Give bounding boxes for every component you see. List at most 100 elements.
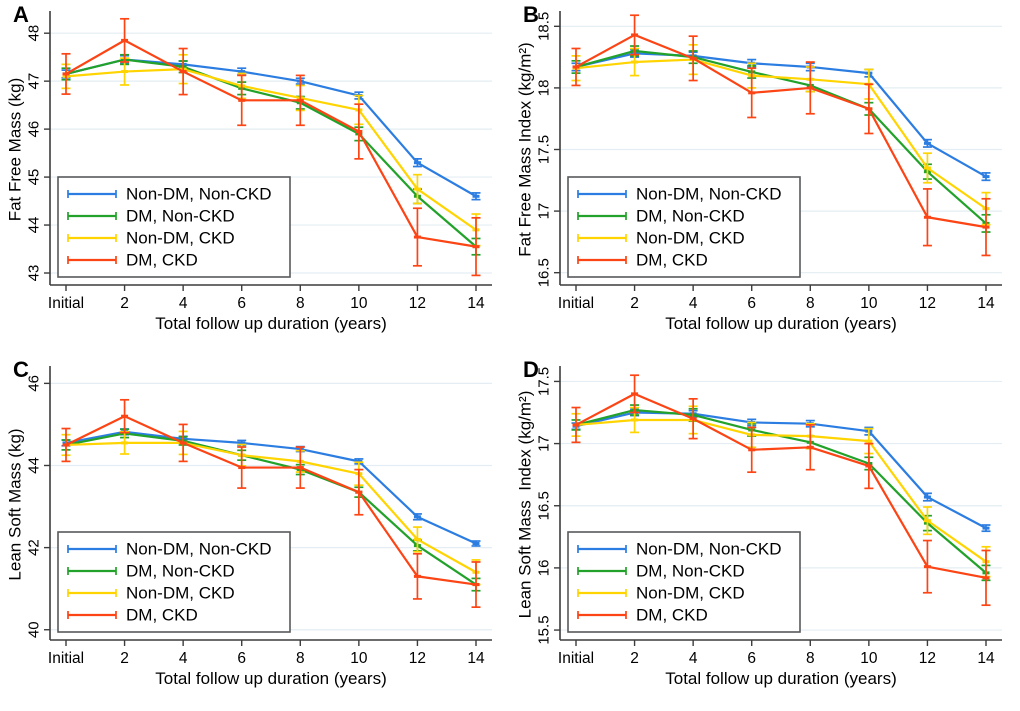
x-tick-label: 2 <box>630 295 639 312</box>
x-tick-label: 12 <box>919 295 936 312</box>
chart-lean-soft-mass-index: 15.5 16 16.5 17 17.5 Initial 2 4 6 8 10 12 14 Total f… <box>516 366 1002 688</box>
x-tick-label: 2 <box>120 650 129 667</box>
legend-label: Non-DM, Non-CKD <box>126 540 271 559</box>
data-point <box>923 565 931 569</box>
data-point <box>121 38 129 42</box>
data-point <box>413 235 421 239</box>
data-point <box>413 515 421 519</box>
series-line <box>64 441 478 574</box>
legend-item-non-dm-ckd: Non-DM, CKD <box>577 584 745 603</box>
data-point <box>923 215 931 219</box>
legend-label: Non-DM, Non-CKD <box>636 540 781 559</box>
data-point <box>413 537 421 541</box>
data-point <box>923 166 931 170</box>
data-point <box>121 70 129 74</box>
x-axis-title: Total follow up duration (years) <box>155 669 387 688</box>
legend-label: DM, Non-CKD <box>636 562 745 581</box>
series-line <box>574 49 988 225</box>
legend: Non-DM, Non-CKD DM, Non-CKD Non-DM, CKD DM,… <box>57 531 291 633</box>
y-tick-label: 48 <box>26 25 43 42</box>
data-point <box>806 445 814 449</box>
legend-label: Non-DM, CKD <box>126 229 235 248</box>
x-axis-title: Total follow up duration (years) <box>665 669 897 688</box>
data-point <box>631 418 639 422</box>
legend-item-non-dm-non-ckd: Non-DM, Non-CKD <box>577 540 781 559</box>
series-line <box>574 411 988 530</box>
legend-item-dm-ckd: DM, CKD <box>577 606 708 625</box>
legend-item-non-dm-non-ckd: Non-DM, Non-CKD <box>577 185 781 204</box>
series-line <box>574 418 988 563</box>
x-tick-label: 14 <box>977 295 995 312</box>
series-line <box>574 58 988 210</box>
panel-B: B 16.5 17 17.5 18 18.5 Initial 2 4 6 8 10 12 14 Total… <box>510 0 1020 355</box>
data-point <box>413 161 421 165</box>
data-point <box>472 583 480 587</box>
legend-item-dm-ckd: DM, CKD <box>577 251 708 270</box>
panel-label-B: B <box>523 2 539 27</box>
y-tick-label: 17.5 <box>536 367 553 396</box>
x-axis-title: Total follow up duration (years) <box>665 314 897 333</box>
legend-label: Non-DM, CKD <box>126 584 235 603</box>
series-dm-ckd <box>571 374 991 607</box>
y-tick-label: 16.5 <box>536 258 553 287</box>
x-tick-label: 10 <box>350 650 368 667</box>
x-tick-label: 14 <box>977 650 995 667</box>
data-point <box>806 86 814 90</box>
y-tick-label: 17.5 <box>536 135 553 164</box>
series-line <box>64 58 478 248</box>
legend-label: DM, CKD <box>126 606 198 625</box>
legend-item-dm-non-ckd: DM, Non-CKD <box>67 207 235 226</box>
x-tick-label: 4 <box>689 295 698 312</box>
data-point <box>238 98 246 102</box>
legend-label: Non-DM, CKD <box>636 584 745 603</box>
y-axis-title: Fat Free Mass (kg) <box>6 78 25 222</box>
legend: Non-DM, Non-CKD DM, Non-CKD Non-DM, CKD DM,… <box>567 176 801 278</box>
x-axis-title: Total follow up duration (years) <box>155 314 387 333</box>
x-tick-label: 8 <box>296 650 305 667</box>
data-point <box>865 439 873 443</box>
x-tick-label: Initial <box>48 295 84 312</box>
x-tick-label: Initial <box>48 650 84 667</box>
chart-fat-free-mass-index: 16.5 17 17.5 18 18.5 Initial 2 4 6 8 10 12 14 Total f… <box>516 11 1002 333</box>
data-point <box>865 464 873 468</box>
x-tick-label: 8 <box>806 295 815 312</box>
x-tick-label: 12 <box>919 650 936 667</box>
x-tick-label: 10 <box>860 295 878 312</box>
data-point <box>238 466 246 470</box>
data-point <box>572 65 580 69</box>
data-point <box>179 441 187 445</box>
legend-item-non-dm-non-ckd: Non-DM, Non-CKD <box>67 185 271 204</box>
y-tick-label: 42 <box>26 539 43 556</box>
data-point <box>689 417 697 421</box>
legend-label: DM, Non-CKD <box>126 207 235 226</box>
data-point <box>296 98 304 102</box>
series-line <box>64 68 478 231</box>
legend-item-dm-ckd: DM, CKD <box>67 606 198 625</box>
series-line <box>64 430 478 545</box>
legend-item-non-dm-non-ckd: Non-DM, Non-CKD <box>67 540 271 559</box>
x-tick-label: 4 <box>179 650 188 667</box>
x-tick-label: 14 <box>467 650 485 667</box>
legend-item-non-dm-ckd: Non-DM, CKD <box>577 229 745 248</box>
x-tick-label: 12 <box>409 295 426 312</box>
data-point <box>472 542 480 546</box>
y-tick-label: 15.5 <box>536 615 553 644</box>
panel-D: D 15.5 16 16.5 17 17.5 Initial 2 4 6 8 10 12 14 Total… <box>510 355 1020 710</box>
legend-label: DM, CKD <box>636 606 708 625</box>
x-tick-label: 10 <box>860 650 878 667</box>
y-tick-label: 16.5 <box>536 491 553 520</box>
x-tick-label: 6 <box>747 650 756 667</box>
series-line <box>64 415 478 586</box>
data-point <box>472 194 480 198</box>
y-tick-label: 17 <box>536 203 553 220</box>
legend: Non-DM, Non-CKD DM, Non-CKD Non-DM, CKD DM,… <box>567 531 801 633</box>
x-tick-label: 6 <box>747 295 756 312</box>
panel-label-D: D <box>523 357 539 382</box>
legend-item-dm-non-ckd: DM, Non-CKD <box>67 562 235 581</box>
y-tick-label: 44 <box>26 457 43 474</box>
x-tick-label: Initial <box>558 295 594 312</box>
legend-label: DM, CKD <box>636 251 708 270</box>
